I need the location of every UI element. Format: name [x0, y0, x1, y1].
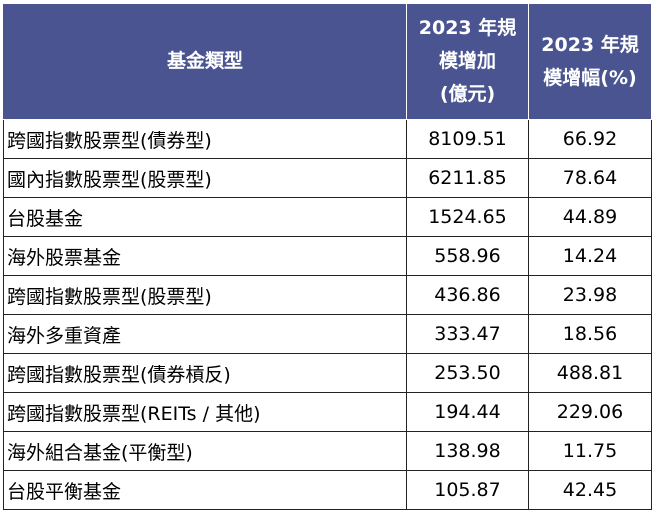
- table-row: 跨國指數股票型(債券型) 8109.51 66.92: [3, 119, 652, 159]
- scale-increase-cell: 333.47: [406, 314, 529, 354]
- scale-growth-cell: 229.06: [528, 392, 652, 432]
- table-row: 海外組合基金(平衡型) 138.98 11.75: [3, 431, 652, 471]
- table-row: 台股平衡基金 105.87 42.45: [3, 470, 652, 510]
- fund-type-cell: 跨國指數股票型(股票型): [3, 275, 407, 315]
- fund-type-cell: 跨國指數股票型(債券槓反): [3, 353, 407, 393]
- table-row: 跨國指數股票型(股票型) 436.86 23.98: [3, 275, 652, 315]
- fund-type-cell: 跨國指數股票型(REITs / 其他): [3, 392, 407, 432]
- fund-table-container: 基金類型 2023 年規 模增加 (億元) 2023 年規 模增幅(%) 跨國指…: [3, 3, 652, 510]
- scale-increase-cell: 138.98: [406, 431, 529, 471]
- header-scale-increase-line: 模增加: [438, 50, 496, 72]
- scale-increase-cell: 253.50: [406, 353, 529, 393]
- scale-growth-cell: 78.64: [528, 158, 652, 198]
- fund-type-cell: 海外股票基金: [3, 236, 407, 276]
- header-scale-increase-line: (億元): [439, 83, 496, 105]
- scale-growth-cell: 488.81: [528, 353, 652, 393]
- fund-type-cell: 台股平衡基金: [3, 470, 407, 510]
- scale-growth-cell: 23.98: [528, 275, 652, 315]
- scale-increase-cell: 558.96: [406, 236, 529, 276]
- scale-increase-cell: 1524.65: [406, 197, 529, 237]
- table-header-row: 基金類型 2023 年規 模增加 (億元) 2023 年規 模增幅(%): [3, 3, 652, 120]
- scale-growth-cell: 14.24: [528, 236, 652, 276]
- scale-growth-cell: 11.75: [528, 431, 652, 471]
- fund-type-cell: 海外多重資產: [3, 314, 407, 354]
- scale-increase-cell: 6211.85: [406, 158, 529, 198]
- table-row: 國內指數股票型(股票型) 6211.85 78.64: [3, 158, 652, 198]
- fund-type-cell: 海外組合基金(平衡型): [3, 431, 407, 471]
- scale-increase-cell: 8109.51: [406, 119, 529, 159]
- scale-growth-cell: 66.92: [528, 119, 652, 159]
- scale-growth-cell: 42.45: [528, 470, 652, 510]
- fund-type-cell: 台股基金: [3, 197, 407, 237]
- table-row: 跨國指數股票型(REITs / 其他) 194.44 229.06: [3, 392, 652, 432]
- table-row: 海外多重資產 333.47 18.56: [3, 314, 652, 354]
- fund-scale-table: 基金類型 2023 年規 模增加 (億元) 2023 年規 模增幅(%) 跨國指…: [3, 3, 652, 510]
- scale-growth-cell: 18.56: [528, 314, 652, 354]
- header-scale-increase: 2023 年規 模增加 (億元): [406, 3, 529, 120]
- header-scale-increase-line: 2023 年規: [418, 17, 517, 39]
- table-row: 跨國指數股票型(債券槓反) 253.50 488.81: [3, 353, 652, 393]
- scale-increase-cell: 194.44: [406, 392, 529, 432]
- scale-increase-cell: 105.87: [406, 470, 529, 510]
- fund-type-cell: 國內指數股票型(股票型): [3, 158, 407, 198]
- scale-growth-cell: 44.89: [528, 197, 652, 237]
- header-scale-growth: 2023 年規 模增幅(%): [528, 3, 652, 120]
- table-row: 海外股票基金 558.96 14.24: [3, 236, 652, 276]
- scale-increase-cell: 436.86: [406, 275, 529, 315]
- header-scale-growth-line: 2023 年規: [541, 33, 639, 56]
- fund-type-cell: 跨國指數股票型(債券型): [3, 119, 407, 159]
- header-scale-growth-line: 模增幅(%): [543, 66, 637, 89]
- table-row: 台股基金 1524.65 44.89: [3, 197, 652, 237]
- header-fund-category: 基金類型: [3, 3, 407, 120]
